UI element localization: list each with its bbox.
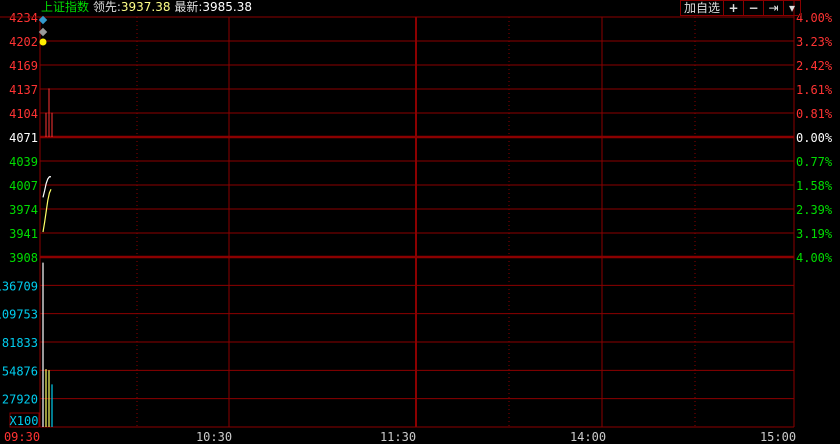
price-tick-label: 4007 (9, 179, 38, 193)
price-tick-label: 4202 (9, 35, 38, 49)
price-tick-label: 4169 (9, 59, 38, 73)
pct-tick-label: 2.42% (796, 59, 833, 73)
latest-value: 3985.38 (202, 0, 253, 14)
time-tick-label: 14:00 (570, 430, 606, 444)
pct-tick-label: 4.00% (796, 251, 833, 265)
pct-tick-label: 1.61% (796, 83, 833, 97)
index-name: 上证指数 (41, 0, 90, 14)
price-tick-label: 4039 (9, 155, 38, 169)
price-tick-label: 4137 (9, 83, 38, 97)
pct-tick-label: 0.77% (796, 155, 833, 169)
latest-label: 最新: (174, 0, 203, 14)
price-tick-label: 3941 (9, 227, 38, 241)
price-tick-label: 3974 (9, 203, 38, 217)
time-tick-label: 11:30 (380, 430, 416, 444)
volume-tick-label: 109753 (0, 308, 38, 322)
zoom-in-button[interactable]: + (724, 1, 745, 15)
pct-tick-label: 0.81% (796, 107, 833, 121)
lead-label: 领先: (92, 0, 121, 14)
price-tick-label: 3908 (9, 251, 38, 265)
add-watchlist-button[interactable]: 加自选 (681, 1, 725, 15)
jump-end-button[interactable]: ⇥ (764, 1, 785, 15)
volume-tick-label: 27920 (2, 393, 38, 407)
time-tick-label: 15:00 (760, 430, 796, 444)
volume-tick-label: 54876 (2, 364, 38, 378)
price-line (42, 176, 51, 198)
pct-tick-label: 3.19% (796, 227, 833, 241)
lead-value: 3937.38 (120, 0, 171, 14)
price-tick-label: 4234 (9, 11, 38, 25)
zoom-out-button[interactable]: − (744, 1, 765, 15)
volume-unit-label: X100 (10, 414, 39, 428)
yellow-dot-marker (39, 38, 47, 46)
price-tick-label: 4071 (9, 131, 38, 145)
blue-diamond-marker (38, 15, 48, 25)
pct-tick-label: 3.23% (796, 35, 833, 49)
pct-tick-label: 2.39% (796, 203, 833, 217)
menu-dropdown-button[interactable]: ▾ (789, 1, 796, 15)
price-tick-label: 4104 (9, 107, 38, 121)
time-tick-label: 09:30 (4, 430, 40, 444)
volume-unit-box (9, 412, 40, 428)
pct-tick-label: 0.00% (796, 131, 833, 145)
toolbar: 加自选 + − ⇥ ▾ (680, 0, 802, 16)
volume-tick-label: 81833 (2, 336, 38, 350)
time-tick-label: 10:30 (196, 430, 232, 444)
pct-tick-label: 4.00% (796, 11, 833, 25)
gray-diamond-marker (38, 27, 48, 37)
pct-tick-label: 1.58% (796, 179, 833, 193)
chart-header: 上证指数 领先:3937.38 最新:3985.38 (41, 0, 252, 15)
average-price-line (42, 189, 52, 233)
volume-tick-label: 136709 (0, 279, 38, 293)
